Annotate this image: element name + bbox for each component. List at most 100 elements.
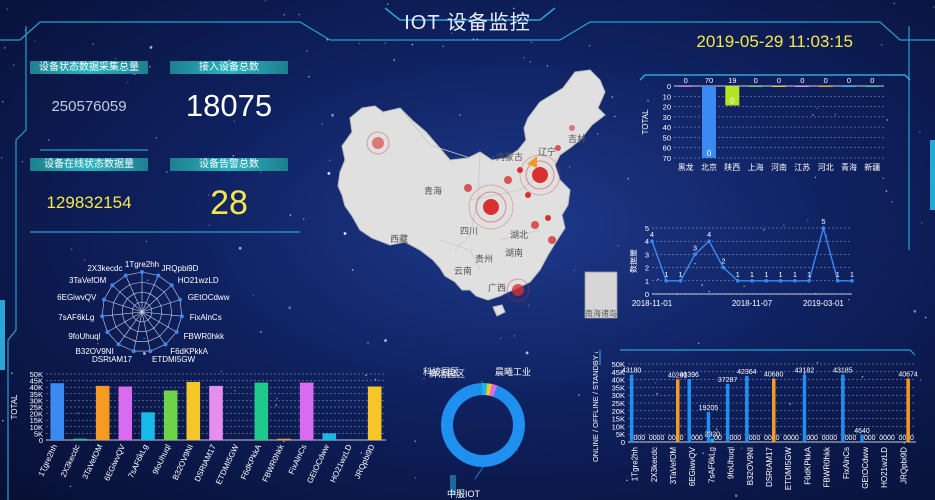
stat-box-alarm-total: 设备告警总数 28 [170, 158, 288, 230]
radar-axis [141, 311, 177, 333]
bar-value-label: 40396 [679, 372, 699, 379]
star [402, 229, 405, 231]
x-tick-label: DSRtAM17 [765, 446, 774, 487]
star [343, 232, 347, 235]
y-tick-label: 10 [663, 92, 671, 101]
y-axis-label: TOTAL [10, 394, 19, 420]
y-tick-label: 40 [663, 123, 671, 132]
star [573, 269, 575, 271]
radar-indicator-label: HO21wzLD [178, 276, 219, 285]
stat-value: 250576059 [51, 97, 127, 115]
stat-value: 18075 [185, 88, 273, 123]
x-tick-label: 6EGiwvQV [688, 446, 697, 486]
x-tick-label: 2018-11-07 [732, 299, 773, 308]
star [919, 131, 921, 133]
radar-point [169, 283, 174, 288]
bar [745, 375, 749, 442]
radar-point [174, 330, 179, 334]
bar-value-label: 0 [714, 435, 718, 442]
radar-ring [121, 291, 163, 332]
province-label: 吉林 [568, 133, 586, 144]
star [881, 44, 883, 46]
star [588, 45, 591, 47]
y-tick-label: 3 [645, 250, 649, 259]
bar-value-label: 40680 [764, 372, 784, 379]
radar-indicator-label: GEtOCdww [188, 293, 230, 302]
province-label: 广西 [488, 282, 506, 293]
y-tick-label: 25K [30, 403, 43, 412]
y-tick-label: 50 [663, 133, 671, 142]
bar-value-label: 0 [887, 435, 891, 442]
star [2, 101, 4, 103]
star [288, 306, 292, 310]
stat-value: 129832154 [46, 193, 132, 212]
stat-box-device-total: 接入设备总数 18075 [170, 61, 288, 133]
x-tick-label: ETDMI5GW [784, 447, 793, 491]
y-tick-label: 15K [612, 415, 625, 424]
bar-value-label: 0 [833, 435, 837, 442]
y-tick-label: 10K [612, 422, 625, 431]
x-tick-label: 3TaVefOM [81, 443, 105, 481]
y-tick-label: 5K [34, 429, 43, 438]
star [893, 2, 895, 5]
line-point [835, 279, 840, 283]
star [885, 190, 888, 192]
bar-value-label: 43185 [833, 368, 853, 375]
x-tick-label: FixAlnCs [287, 443, 309, 476]
bar-value-label: 70 [705, 76, 713, 85]
y-tick-label: 20K [612, 407, 625, 416]
bar-value-label: 0 [783, 435, 787, 442]
bar-value-label: 43182 [795, 368, 815, 375]
province-label: 青海 [424, 185, 442, 196]
star [308, 76, 310, 78]
x-tick-label: 2X3kecdc [650, 447, 659, 482]
province-label: 云南 [454, 265, 472, 276]
bar-inner-label: 0 [707, 149, 712, 158]
bar-value-label: 4640 [854, 428, 870, 435]
bar-value-label: 0 [657, 435, 661, 442]
x-tick-label: HO21wzLD [328, 443, 354, 484]
star [529, 61, 531, 63]
bar-value-label: 0 [684, 76, 688, 85]
star [472, 38, 475, 40]
bar-value-label: 0 [800, 76, 804, 85]
x-tick-label: 1Tgre2hh [631, 447, 640, 481]
x-tick-label: HO21wzLD [880, 447, 889, 488]
star [891, 201, 893, 203]
radar-axis [141, 311, 182, 317]
line-value-label: 1 [750, 270, 754, 279]
y-tick-label: 10K [30, 423, 43, 432]
x-tick-label: F6dKPkkA [239, 442, 263, 481]
line-point [807, 279, 811, 283]
bar-value-label: 0 [898, 435, 902, 442]
bar [367, 386, 382, 440]
star [166, 171, 168, 173]
radar-axis [141, 284, 172, 313]
bar [277, 438, 291, 440]
star [393, 59, 395, 61]
line-value-label: 1 [793, 270, 797, 279]
bar [725, 86, 740, 106]
star [411, 188, 413, 190]
line-point [764, 279, 769, 283]
province-bar-chart: 010203040506070TOTAL0黑龙700北京190陕西0上海0河南0… [641, 76, 884, 172]
bar [50, 383, 65, 440]
beijing-marker [527, 156, 537, 168]
x-tick-label: 2019-03-01 [803, 299, 844, 308]
bar [772, 86, 786, 87]
bar [818, 86, 833, 87]
radar-axis [141, 311, 151, 352]
radar-point [163, 342, 168, 347]
radar-axis [141, 299, 181, 313]
bar-value-label: 0 [668, 435, 672, 442]
radar-ring [131, 301, 153, 323]
bar-value-label: 0 [699, 435, 703, 442]
bar [865, 86, 880, 87]
radar-indicator-label: DSRtAM17 [92, 355, 133, 364]
y-tick-label: 4 [645, 237, 649, 246]
radar-point [110, 283, 115, 288]
radar-axis [112, 284, 143, 313]
radar-indicator-label: 7sAF6kLg [58, 313, 94, 322]
star [614, 115, 616, 118]
